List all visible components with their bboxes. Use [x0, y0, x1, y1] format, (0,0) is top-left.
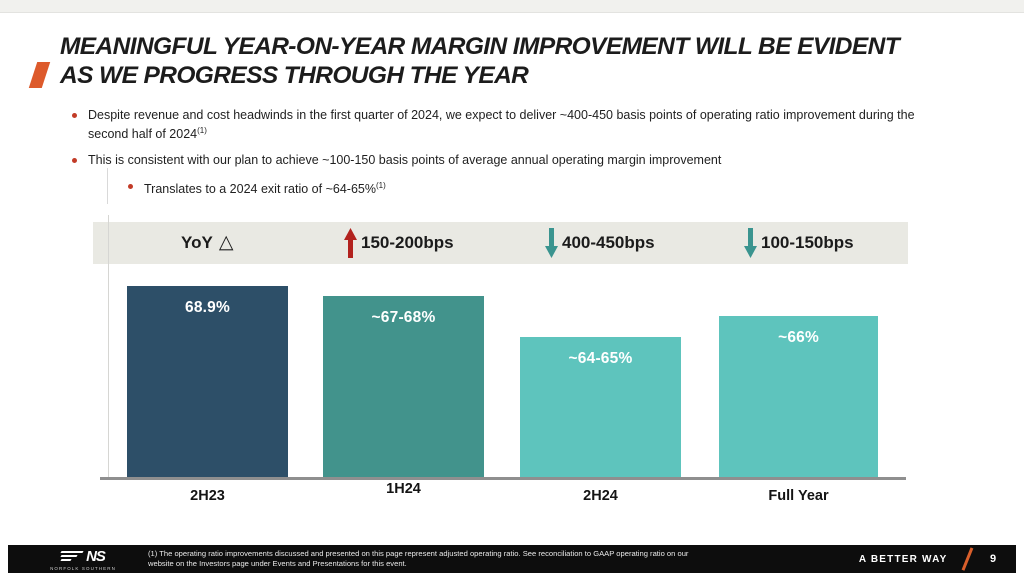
logo-ns-text: NS: [86, 547, 106, 565]
yoy-change-full-year: 100-150bps: [743, 222, 854, 264]
bar-value-label: ~67-68%: [371, 309, 436, 326]
footnote-text: (1) The operating ratio improvements dis…: [148, 549, 788, 569]
norfolk-southern-logo: NS NORFOLK SOUTHERN: [40, 548, 126, 571]
bar-value-label: 68.9%: [185, 299, 230, 316]
bullet-item-3: Translates to a 2024 exit ratio of ~64-6…: [128, 178, 952, 197]
sub-bullet-guide-line: [107, 168, 108, 204]
yoy-change-1h24: 150-200bps: [343, 222, 454, 264]
bullet-2-text: This is consistent with our plan to achi…: [88, 153, 722, 168]
bar-2h23: 68.9%: [127, 286, 288, 477]
x-axis-category-label: Full Year: [768, 488, 829, 504]
footnote-ref-2: (1): [375, 181, 386, 191]
logo-subtext: NORFOLK SOUTHERN: [50, 565, 116, 571]
bar-value-label: ~66%: [778, 329, 819, 346]
x-axis-category-label: 2H24: [583, 488, 618, 504]
bullet-marker: [72, 113, 77, 118]
logo-speed-lines-icon: [60, 551, 84, 561]
yoy-delta-label: YoY △: [181, 231, 234, 253]
bullet-1-text: Despite revenue and cost headwinds in th…: [88, 108, 915, 142]
arrow-down-icon: [545, 228, 558, 258]
yoy-change-2h24: 400-450bps: [544, 222, 655, 264]
bullet-item-1: Despite revenue and cost headwinds in th…: [72, 107, 952, 142]
footnote-line-2: website on the Investors page under Even…: [148, 559, 407, 568]
bullet-item-2: This is consistent with our plan to achi…: [72, 152, 952, 168]
footer-bar: NS NORFOLK SOUTHERN (1) The operating ra…: [8, 545, 1016, 573]
slide-title: MEANINGFUL YEAR-ON-YEAR MARGIN IMPROVEME…: [60, 32, 980, 90]
footnote-line-1: (1) The operating ratio improvements dis…: [148, 549, 689, 558]
bullet-list: Despite revenue and cost headwinds in th…: [72, 107, 952, 207]
slide-title-line-2: AS WE PROGRESS THROUGH THE YEAR: [60, 62, 529, 89]
bullet-marker: [128, 184, 133, 190]
bar-1h24: ~67-68%: [323, 296, 484, 477]
x-axis-category-label: 2H23: [190, 488, 225, 504]
footnote-ref-1: (1): [197, 126, 207, 135]
tagline-slash-icon: [961, 547, 973, 571]
tagline: A BETTER WAY: [858, 553, 948, 565]
arrow-down-icon: [744, 228, 757, 258]
bullet-marker: [72, 158, 77, 164]
bar-full-year: ~66%: [719, 316, 878, 477]
y-axis-line: [108, 215, 109, 477]
x-axis-category-label: 1H24: [386, 481, 421, 497]
bar-2h24: ~64-65%: [520, 337, 681, 477]
top-edge-strip: [0, 0, 1024, 13]
x-axis-line: [100, 477, 906, 480]
page-number: 9: [989, 553, 997, 565]
slide-title-line-1: MEANINGFUL YEAR-ON-YEAR MARGIN IMPROVEME…: [60, 33, 900, 60]
arrow-up-icon: [344, 228, 357, 258]
yoy-delta-banner: YoY △ 150-200bps 400-450bps 100-150bps: [93, 222, 908, 264]
bullet-3-text: Translates to a 2024 exit ratio of ~64-6…: [144, 182, 376, 197]
bar-value-label: ~64-65%: [568, 350, 633, 367]
delta-triangle-icon: △: [218, 231, 234, 253]
